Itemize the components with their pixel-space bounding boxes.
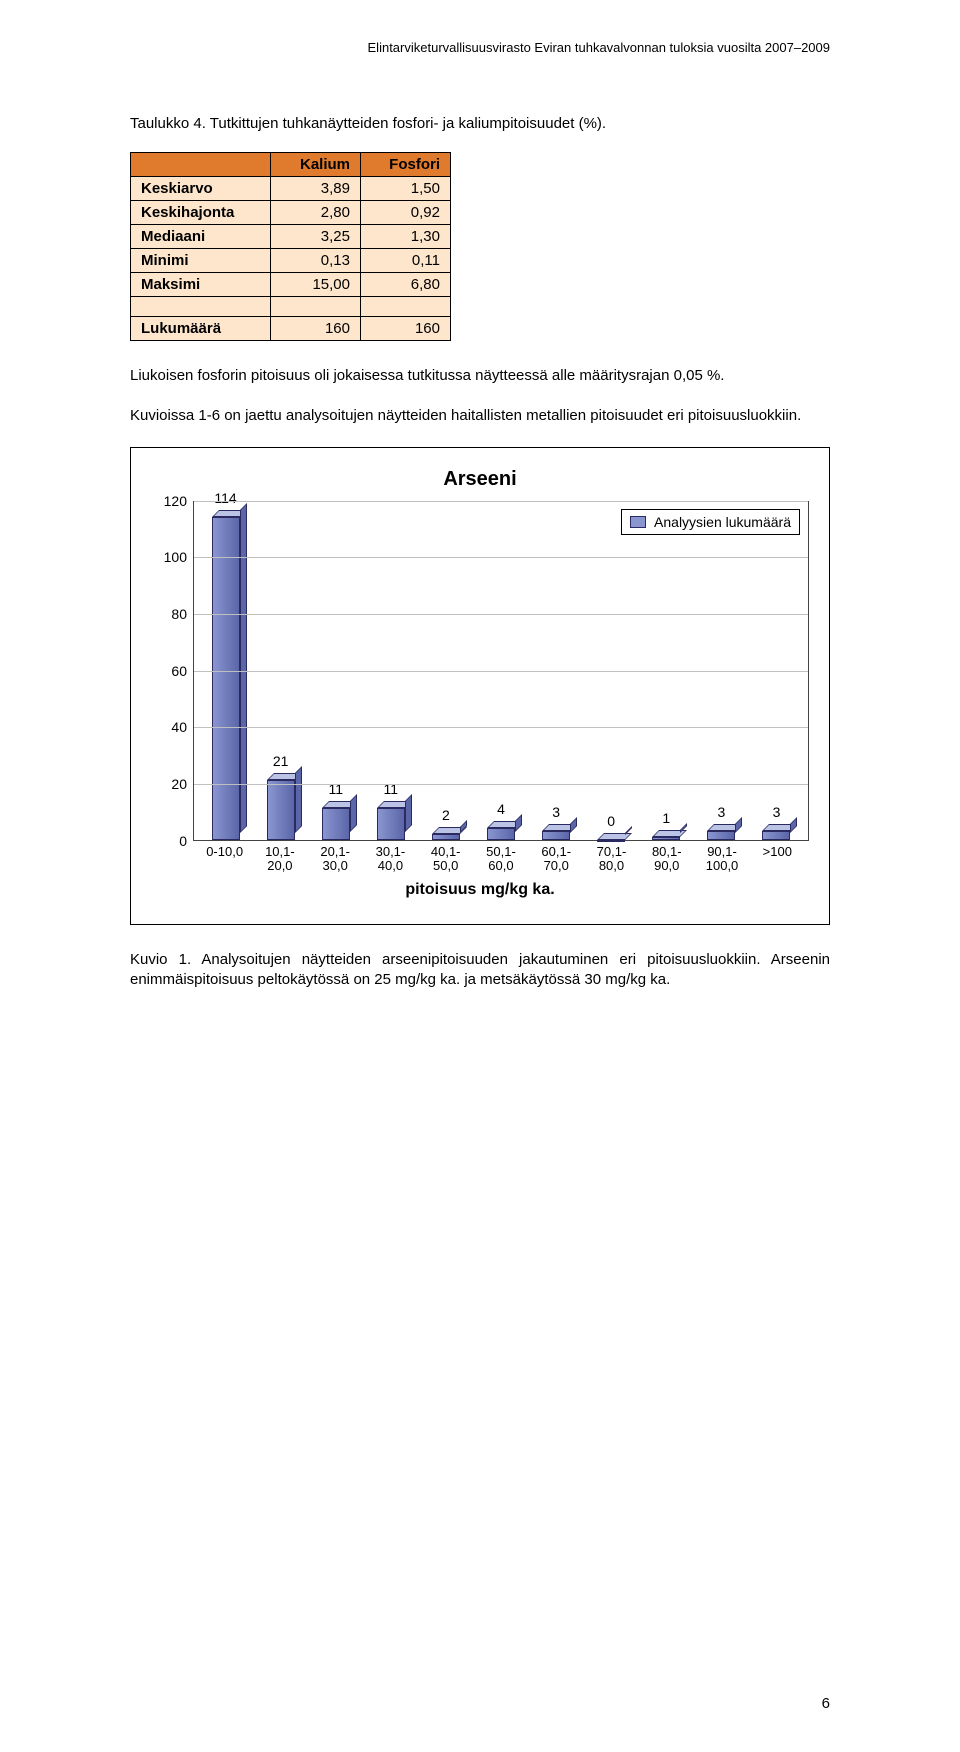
gridline	[194, 501, 808, 502]
bar-value-label: 1	[662, 810, 670, 826]
row-label: Mediaani	[131, 225, 271, 249]
row-label: Lukumäärä	[131, 317, 271, 341]
gridline	[194, 557, 808, 558]
y-axis: 020406080100120	[151, 501, 193, 841]
table-row: Minimi0,130,11	[131, 249, 451, 273]
legend-swatch	[630, 516, 646, 528]
cell-kalium: 2,80	[271, 201, 361, 225]
figure-caption: Kuvio 1. Analysoitujen näytteiden arseen…	[130, 950, 830, 991]
cell-kalium: 3,89	[271, 177, 361, 201]
chart-legend: Analyysien lukumäärä	[621, 509, 800, 535]
page-header: Elintarviketurvallisuusvirasto Eviran tu…	[130, 40, 830, 55]
y-tick: 120	[164, 493, 187, 509]
table-header-row: Kalium Fosfori	[131, 153, 451, 177]
x-tick-label: 90,1-100,0	[694, 841, 749, 874]
bar	[762, 831, 790, 840]
bar	[212, 517, 240, 840]
paragraph-1: Liukoisen fosforin pitoisuus oli jokaise…	[130, 366, 830, 386]
row-label: Minimi	[131, 249, 271, 273]
bar	[652, 837, 680, 840]
cell-kalium: 15,00	[271, 273, 361, 297]
table-row: Mediaani3,251,30	[131, 225, 451, 249]
row-label: Keskihajonta	[131, 201, 271, 225]
chart-title: Arseeni	[151, 468, 809, 491]
paragraph-2: Kuvioissa 1-6 on jaettu analysoitujen nä…	[130, 406, 830, 426]
x-tick-label: >100	[750, 841, 805, 874]
table-spacer	[131, 297, 451, 317]
table-footer-row: Lukumäärä160160	[131, 317, 451, 341]
cell-fosfori: 0,11	[361, 249, 451, 273]
y-tick: 80	[171, 606, 187, 622]
cell-fosfori: 6,80	[361, 273, 451, 297]
bar-value-label: 3	[717, 804, 725, 820]
cell-fosfori: 1,50	[361, 177, 451, 201]
cell-fosfori: 1,30	[361, 225, 451, 249]
table-caption: Taulukko 4. Tutkittujen tuhkanäytteiden …	[130, 115, 830, 132]
table-row: Maksimi15,006,80	[131, 273, 451, 297]
x-tick-label: 10,1-20,0	[252, 841, 307, 874]
bar-value-label: 114	[214, 490, 236, 506]
x-tick-label: 30,1-40,0	[363, 841, 418, 874]
gridline	[194, 671, 808, 672]
y-tick: 100	[164, 549, 187, 565]
gridline	[194, 727, 808, 728]
x-tick-label: 0-10,0	[197, 841, 252, 874]
data-table: Kalium Fosfori Keskiarvo3,891,50Keskihaj…	[130, 152, 451, 341]
row-label: Maksimi	[131, 273, 271, 297]
bar	[377, 808, 405, 839]
bar	[707, 831, 735, 840]
y-tick: 0	[179, 833, 187, 849]
cell-kalium: 0,13	[271, 249, 361, 273]
bar-value-label: 21	[273, 753, 289, 769]
bar-value-label: 0	[607, 813, 615, 829]
x-tick-label: 80,1-90,0	[639, 841, 694, 874]
chart-grid: Analyysien lukumäärä 1142111112430133	[193, 501, 809, 841]
y-tick: 60	[171, 663, 187, 679]
cell-kalium: 3,25	[271, 225, 361, 249]
cell-kalium: 160	[271, 317, 361, 341]
bar-value-label: 3	[773, 804, 781, 820]
bar	[322, 808, 350, 839]
cell-fosfori: 160	[361, 317, 451, 341]
row-label: Keskiarvo	[131, 177, 271, 201]
legend-label: Analyysien lukumäärä	[654, 514, 791, 530]
y-tick: 40	[171, 719, 187, 735]
table-row: Keskihajonta2,800,92	[131, 201, 451, 225]
bar-value-label: 2	[442, 807, 450, 823]
col-fosfori: Fosfori	[361, 153, 451, 177]
bar-value-label: 3	[552, 804, 560, 820]
col-blank	[131, 153, 271, 177]
bar	[542, 831, 570, 840]
col-kalium: Kalium	[271, 153, 361, 177]
x-axis-labels: 0-10,010,1-20,020,1-30,030,1-40,040,1-50…	[193, 841, 809, 874]
gridline	[194, 614, 808, 615]
y-tick: 20	[171, 776, 187, 792]
bar	[267, 780, 295, 840]
cell-fosfori: 0,92	[361, 201, 451, 225]
x-tick-label: 50,1-60,0	[473, 841, 528, 874]
page-number: 6	[822, 1695, 830, 1712]
x-tick-label: 20,1-30,0	[308, 841, 363, 874]
table-row: Keskiarvo3,891,50	[131, 177, 451, 201]
bar-value-label: 4	[497, 801, 505, 817]
x-tick-label: 60,1-70,0	[529, 841, 584, 874]
bar	[432, 834, 460, 840]
gridline	[194, 784, 808, 785]
chart-container: Arseeni 020406080100120 Analyysien lukum…	[130, 447, 830, 926]
x-axis-title: pitoisuus mg/kg ka.	[151, 881, 809, 899]
x-tick-label: 70,1-80,0	[584, 841, 639, 874]
x-tick-label: 40,1-50,0	[418, 841, 473, 874]
bar	[487, 828, 515, 839]
